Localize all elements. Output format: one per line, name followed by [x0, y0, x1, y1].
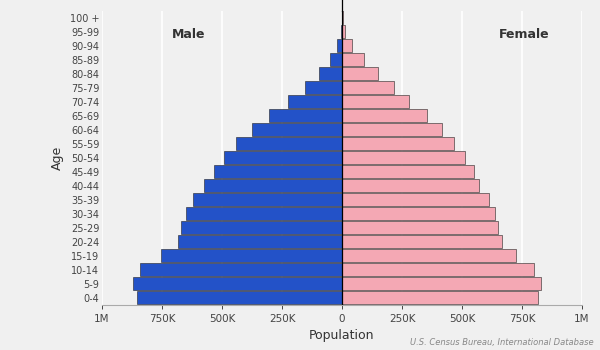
- Bar: [214, 165, 342, 178]
- Bar: [342, 277, 541, 290]
- Bar: [204, 179, 342, 192]
- Bar: [186, 207, 342, 220]
- Bar: [319, 67, 342, 80]
- Bar: [342, 235, 502, 248]
- Bar: [252, 123, 342, 136]
- Bar: [342, 291, 538, 304]
- Bar: [193, 193, 342, 206]
- Bar: [161, 249, 342, 262]
- Bar: [342, 81, 394, 94]
- Bar: [342, 151, 465, 164]
- Bar: [330, 53, 342, 66]
- Bar: [269, 109, 342, 122]
- Bar: [342, 249, 516, 262]
- Bar: [137, 291, 342, 304]
- Bar: [342, 39, 352, 52]
- Bar: [341, 25, 342, 38]
- Bar: [342, 137, 454, 150]
- Bar: [342, 179, 479, 192]
- Bar: [342, 207, 495, 220]
- Bar: [342, 25, 346, 38]
- Y-axis label: Age: Age: [51, 145, 64, 170]
- Text: U.S. Census Bureau, International Database: U.S. Census Bureau, International Databa…: [410, 337, 594, 346]
- Bar: [342, 67, 378, 80]
- Bar: [342, 109, 427, 122]
- Bar: [342, 263, 534, 276]
- Bar: [342, 53, 364, 66]
- Bar: [342, 165, 473, 178]
- Bar: [342, 95, 409, 108]
- Bar: [181, 221, 342, 234]
- Bar: [342, 11, 343, 24]
- Bar: [236, 137, 342, 150]
- Bar: [305, 81, 342, 94]
- Bar: [342, 193, 489, 206]
- Bar: [178, 235, 342, 248]
- Text: Female: Female: [499, 28, 550, 41]
- Bar: [337, 39, 342, 52]
- Bar: [224, 151, 342, 164]
- Text: Male: Male: [172, 28, 205, 41]
- Bar: [133, 277, 342, 290]
- Bar: [342, 123, 442, 136]
- X-axis label: Population: Population: [309, 329, 375, 342]
- Bar: [288, 95, 342, 108]
- Bar: [140, 263, 342, 276]
- Bar: [342, 221, 499, 234]
